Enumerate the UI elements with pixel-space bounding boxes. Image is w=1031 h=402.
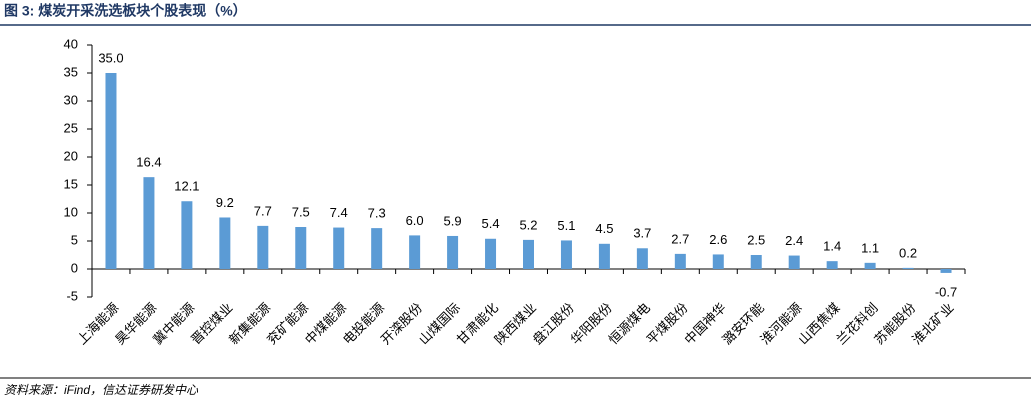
y-tick-label: 0	[71, 260, 78, 275]
data-label: 7.4	[330, 205, 348, 220]
y-tick-label: 20	[64, 148, 78, 163]
data-label: 2.4	[785, 233, 803, 248]
bar	[788, 255, 800, 269]
data-label: 9.2	[216, 195, 234, 210]
bar	[674, 253, 686, 269]
y-tick-label: -5	[66, 288, 78, 303]
bar	[371, 228, 383, 269]
data-label: 7.5	[292, 204, 310, 219]
data-label: 12.1	[174, 179, 199, 194]
bar	[143, 177, 155, 269]
x-tick-label: 淮北矿业	[909, 300, 956, 347]
y-tick-label: 30	[64, 92, 78, 107]
bar	[295, 227, 307, 269]
data-label: 6.0	[406, 213, 424, 228]
bar	[257, 225, 269, 269]
bar	[560, 240, 572, 269]
bar	[902, 267, 914, 269]
bar	[636, 248, 648, 269]
bar	[485, 238, 497, 269]
data-label: 35.0	[98, 50, 123, 65]
data-label: 2.7	[671, 231, 689, 246]
bar	[409, 235, 421, 269]
data-label: 4.5	[595, 221, 613, 236]
y-tick-label: 40	[64, 36, 78, 51]
bar	[750, 255, 762, 269]
data-label: 7.7	[254, 203, 272, 218]
data-label: 7.3	[368, 206, 386, 221]
source: 资料来源：iFind，信达证券研发中心	[4, 383, 199, 397]
data-label: 1.4	[823, 239, 841, 254]
data-label: 5.4	[482, 216, 500, 231]
data-label: -0.7	[935, 284, 957, 299]
y-tick-label: 25	[64, 120, 78, 135]
bar	[105, 73, 117, 269]
data-label: 2.5	[747, 232, 765, 247]
bar	[219, 217, 231, 269]
data-label: 0.2	[899, 245, 917, 260]
data-label: 1.1	[861, 240, 879, 255]
y-tick-label: 35	[64, 64, 78, 79]
y-tick-label: 15	[64, 176, 78, 191]
bar	[712, 254, 724, 269]
bar	[447, 235, 459, 269]
bar	[864, 262, 876, 269]
data-label: 16.4	[136, 155, 161, 170]
y-tick-label: 10	[64, 204, 78, 219]
data-label: 5.2	[519, 217, 537, 232]
chart-title: 图 3: 煤炭开采洗选板块个股表现（%）	[4, 3, 247, 19]
data-label: 2.6	[709, 232, 727, 247]
bar	[333, 227, 345, 269]
bar	[826, 261, 838, 269]
bar	[940, 269, 952, 273]
data-label: 5.1	[557, 218, 575, 233]
data-label: 5.9	[444, 213, 462, 228]
bar	[523, 239, 534, 269]
bar	[181, 201, 193, 269]
data-label: 3.7	[633, 226, 651, 241]
bar	[598, 243, 610, 269]
y-tick-label: 5	[71, 232, 78, 247]
